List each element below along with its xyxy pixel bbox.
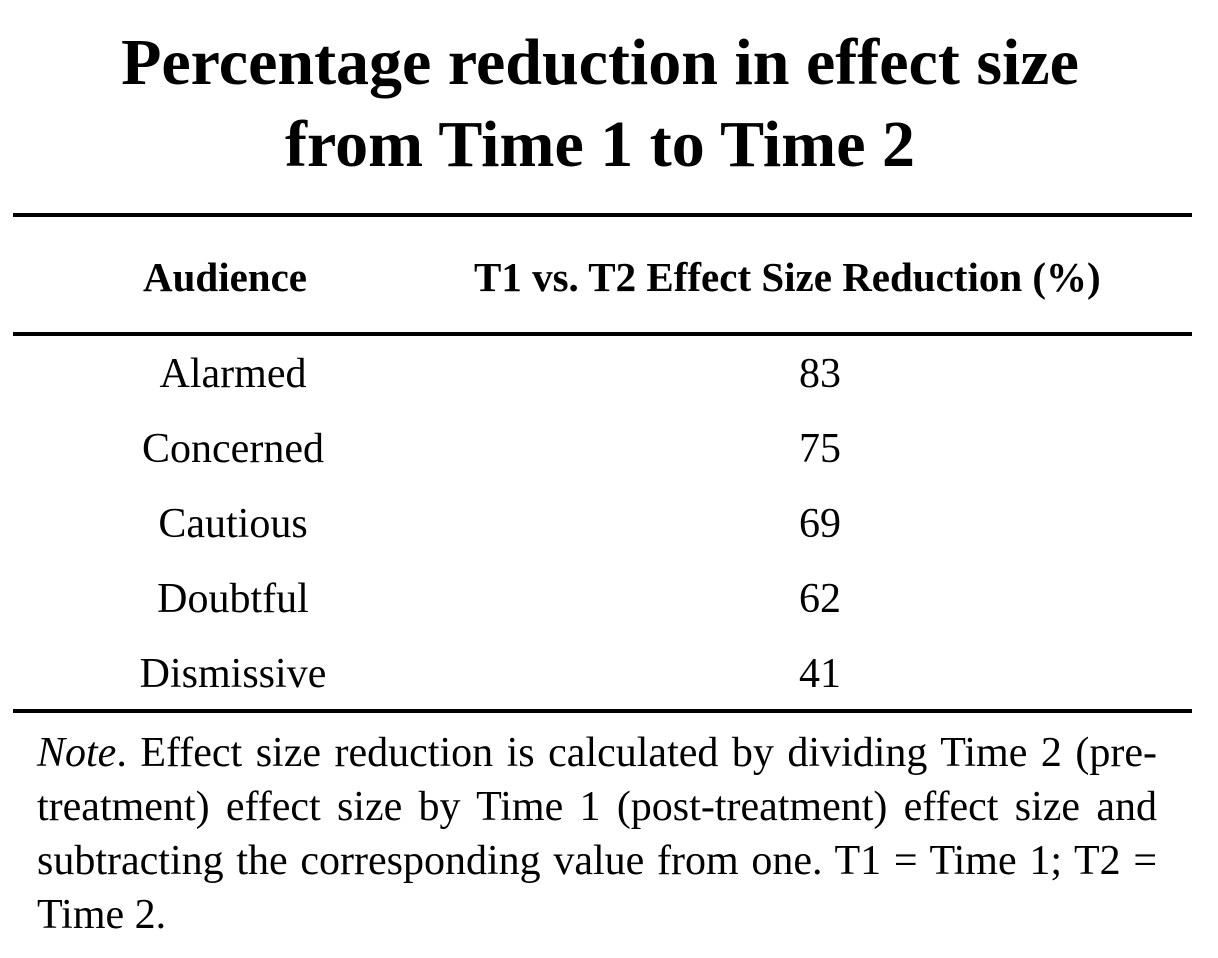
table-row: Alarmed 83 bbox=[0, 340, 1218, 415]
top-rule bbox=[13, 213, 1192, 217]
table-row: Cautious 69 bbox=[0, 490, 1218, 565]
table-body: Alarmed 83 Concerned 75 Cautious 69 Doub… bbox=[0, 340, 1218, 715]
column-header-audience: Audience bbox=[143, 254, 307, 300]
note-label: Note bbox=[37, 730, 117, 776]
reduction-cell: 75 bbox=[799, 426, 841, 472]
audience-cell: Cautious bbox=[158, 501, 308, 547]
table-title-line-1: Percentage reduction in effect size bbox=[121, 26, 1079, 99]
reduction-cell: 83 bbox=[799, 351, 841, 397]
table-row: Concerned 75 bbox=[0, 415, 1218, 490]
column-header-reduction: T1 vs. T2 Effect Size Reduction (%) bbox=[474, 254, 1101, 300]
header-rule bbox=[13, 332, 1192, 336]
table-note: Note. Effect size reduction is calculate… bbox=[37, 726, 1157, 942]
reduction-cell: 69 bbox=[799, 501, 841, 547]
table-row: Dismissive 41 bbox=[0, 640, 1218, 715]
table-title-line-2: from Time 1 to Time 2 bbox=[284, 108, 916, 181]
audience-cell: Alarmed bbox=[159, 351, 307, 397]
audience-cell: Dismissive bbox=[139, 651, 327, 697]
note-text: . Effect size reduction is calculated by… bbox=[37, 730, 1157, 938]
bottom-rule bbox=[13, 709, 1192, 713]
table-row: Doubtful 62 bbox=[0, 565, 1218, 640]
reduction-cell: 41 bbox=[799, 651, 841, 697]
audience-cell: Concerned bbox=[142, 426, 324, 472]
table-title: Percentage reduction in effect size from… bbox=[0, 22, 1200, 186]
audience-cell: Doubtful bbox=[157, 576, 309, 622]
reduction-cell: 62 bbox=[799, 576, 841, 622]
